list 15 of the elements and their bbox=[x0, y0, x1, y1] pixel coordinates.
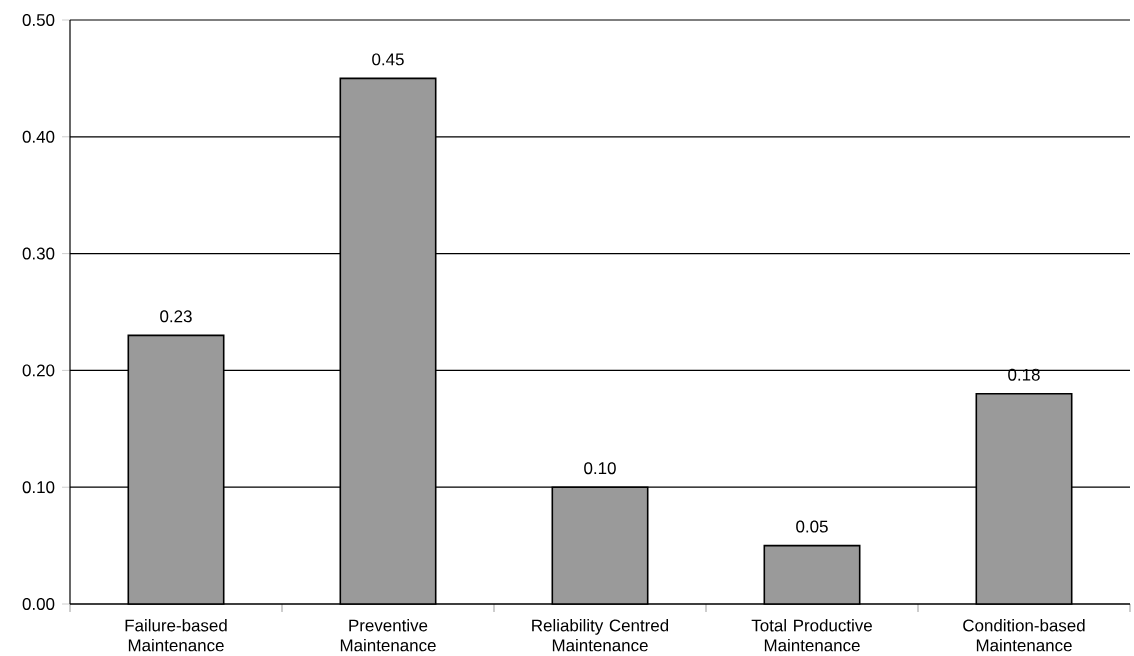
data-label: 0.05 bbox=[796, 520, 828, 533]
x-tick-label: Preventive Maintenance bbox=[340, 619, 436, 652]
y-tick-label: 0.30 bbox=[22, 247, 55, 260]
x-tick-label: Reliability Centred Maintenance bbox=[532, 619, 669, 652]
data-label: 0.23 bbox=[160, 310, 192, 323]
y-tick-label: 0.20 bbox=[22, 364, 55, 377]
x-tick-label: Condition-based Maintenance bbox=[963, 619, 1085, 652]
y-tick-label: 0.00 bbox=[22, 598, 55, 610]
y-tick-label: 0.40 bbox=[22, 130, 55, 143]
data-label: 0.45 bbox=[372, 53, 404, 66]
x-tick-label: Total Productive Maintenance bbox=[751, 619, 872, 652]
x-tick-label: Failure-based Maintenance bbox=[125, 619, 227, 652]
y-tick-label: 0.50 bbox=[22, 14, 55, 26]
y-tick-label: 0.10 bbox=[22, 481, 55, 494]
data-label: 0.10 bbox=[584, 462, 616, 475]
